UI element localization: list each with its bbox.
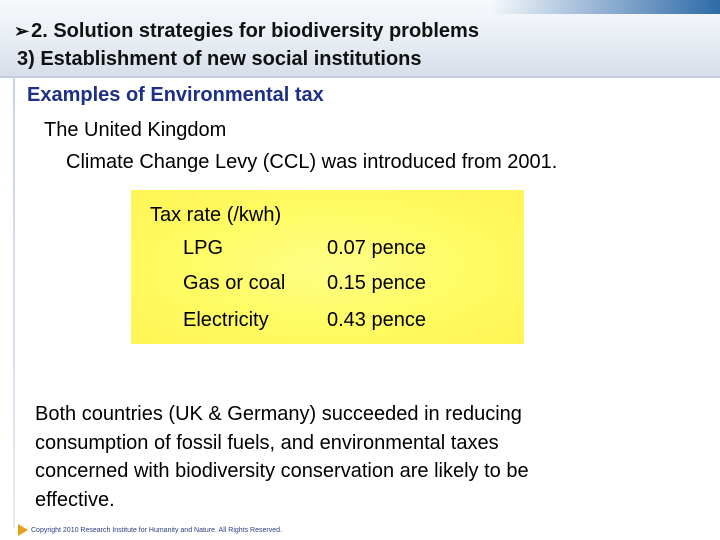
ccl-description: Climate Change Levy (CCL) was introduced… <box>66 151 558 173</box>
conclusion-line: Both countries (UK & Germany) succeeded … <box>35 403 522 425</box>
tax-item-rate: 0.07 pence <box>327 237 426 259</box>
country-heading: The United Kingdom <box>44 119 227 141</box>
title-line1-text: 2. Solution strategies for biodiversity … <box>31 20 479 42</box>
copyright-text: Copyright 2010 Research Institute for Hu… <box>31 526 282 534</box>
tax-item-rate: 0.43 pence <box>327 309 426 331</box>
section-subheading: Examples of Environmental tax <box>27 84 324 106</box>
footer-arrow-icon <box>18 524 28 536</box>
left-margin-rule <box>13 78 15 528</box>
bullet-arrow-icon: ➢ <box>14 21 30 41</box>
conclusion-line: consumption of fossil fuels, and environ… <box>35 431 499 454</box>
conclusion-paragraph: Both countries (UK & Germany) succeeded … <box>35 400 675 514</box>
tax-item-label: Electricity <box>183 309 269 331</box>
tax-item-label: Gas or coal <box>183 272 286 294</box>
tax-rate-box: Tax rate (/kwh) LPG 0.07 pence Gas or co… <box>131 190 524 344</box>
tax-item-rate: 0.15 pence <box>327 272 426 294</box>
header-band <box>0 0 720 78</box>
conclusion-line: concerned with biodiversity conservation… <box>35 460 529 482</box>
header-divider <box>0 76 720 78</box>
slide-title-line1: ➢ 2. Solution strategies for biodiversity… <box>14 20 479 43</box>
tax-item-label: LPG <box>183 237 224 259</box>
slide-title-line2: 3) Establishment of new social instituti… <box>17 48 422 70</box>
tax-rate-heading: Tax rate (/kwh) <box>150 204 282 226</box>
conclusion-line: effective. <box>35 488 115 511</box>
header-accent-stripe <box>490 0 720 14</box>
footer: Copyright 2010 Research Institute for Hu… <box>18 523 282 537</box>
